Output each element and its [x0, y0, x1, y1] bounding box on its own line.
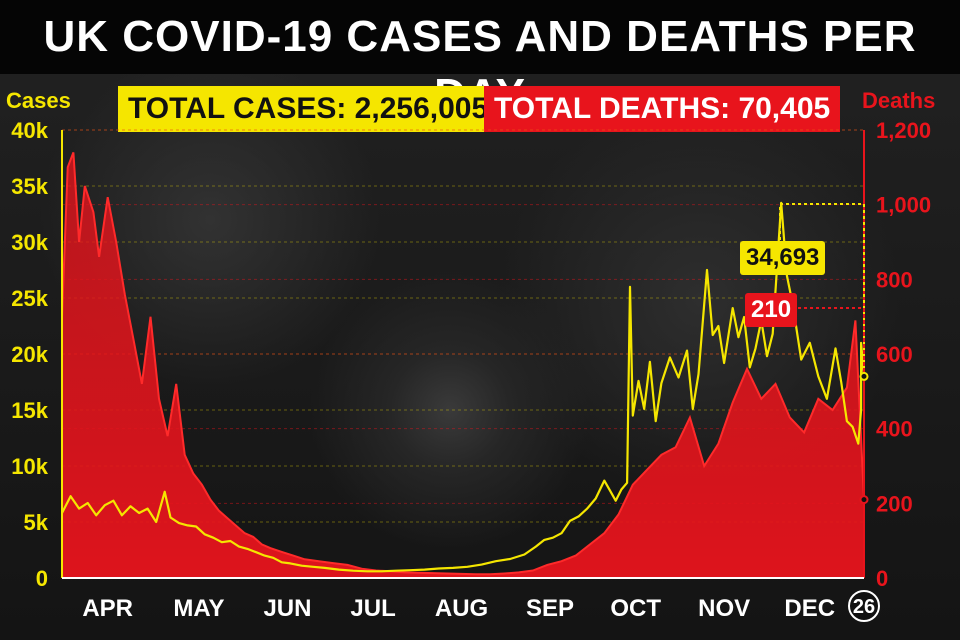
left-tick-label: 15k [11, 398, 48, 423]
month-label: NOV [698, 595, 750, 622]
cases-leader-line [779, 203, 865, 377]
month-label: JUL [350, 595, 395, 622]
month-label: JUN [263, 595, 311, 622]
right-tick-label: 200 [876, 491, 913, 516]
right-tick-label: 1,000 [876, 193, 931, 218]
month-label: DEC [784, 595, 835, 622]
chart-title: UK COVID-19 CASES AND DEATHS PER DAY [43, 12, 917, 119]
left-axis-title: Cases [6, 88, 71, 113]
deaths-area [62, 152, 864, 578]
total-deaths-badge: TOTAL DEATHS: 70,405 [484, 86, 841, 132]
month-label: SEP [526, 595, 574, 622]
latest-deaths-point [859, 495, 869, 505]
cases-series [61, 201, 866, 573]
end-date-label: 26 [853, 596, 875, 618]
right-axis-title: Deaths [862, 88, 936, 113]
left-tick-label: 30k [11, 230, 48, 255]
right-tick-label: 400 [876, 417, 913, 442]
right-tick-label: 800 [876, 267, 913, 292]
latest-deaths-callout: 210 [745, 293, 798, 327]
deaths-leader-line [792, 307, 865, 500]
end-date-marker [848, 590, 880, 622]
cases-line [61, 201, 866, 573]
latest-cases-point [859, 371, 869, 381]
month-label: MAY [173, 595, 224, 622]
month-label: AUG [435, 595, 488, 622]
latest-markers [779, 203, 869, 505]
right-tick-label: 600 [876, 342, 913, 367]
total-cases-badge: TOTAL CASES: 2,256,005 [118, 86, 499, 132]
axis-labels: 0 5k 10k 15k 20k 25k 30k 35k 40k 0 200 400 600 800 1,0… [11, 118, 931, 622]
latest-cases-callout: 34,693 [740, 241, 826, 275]
right-tick-label: 1,200 [876, 118, 931, 143]
title-bar: UK COVID-19 CASES AND DEATHS PER DAY [0, 0, 960, 119]
left-tick-label: 35k [11, 174, 48, 199]
left-tick-label: 40k [11, 118, 48, 143]
deaths-series [61, 152, 865, 578]
month-label: APR [82, 595, 133, 622]
month-label: OCT [610, 595, 661, 622]
left-tick-label: 25k [11, 286, 48, 311]
left-tick-label: 5k [24, 510, 49, 535]
left-tick-label: 20k [11, 342, 48, 367]
right-tick-label: 0 [876, 566, 888, 591]
left-tick-label: 10k [11, 454, 48, 479]
left-tick-label: 0 [36, 566, 48, 591]
